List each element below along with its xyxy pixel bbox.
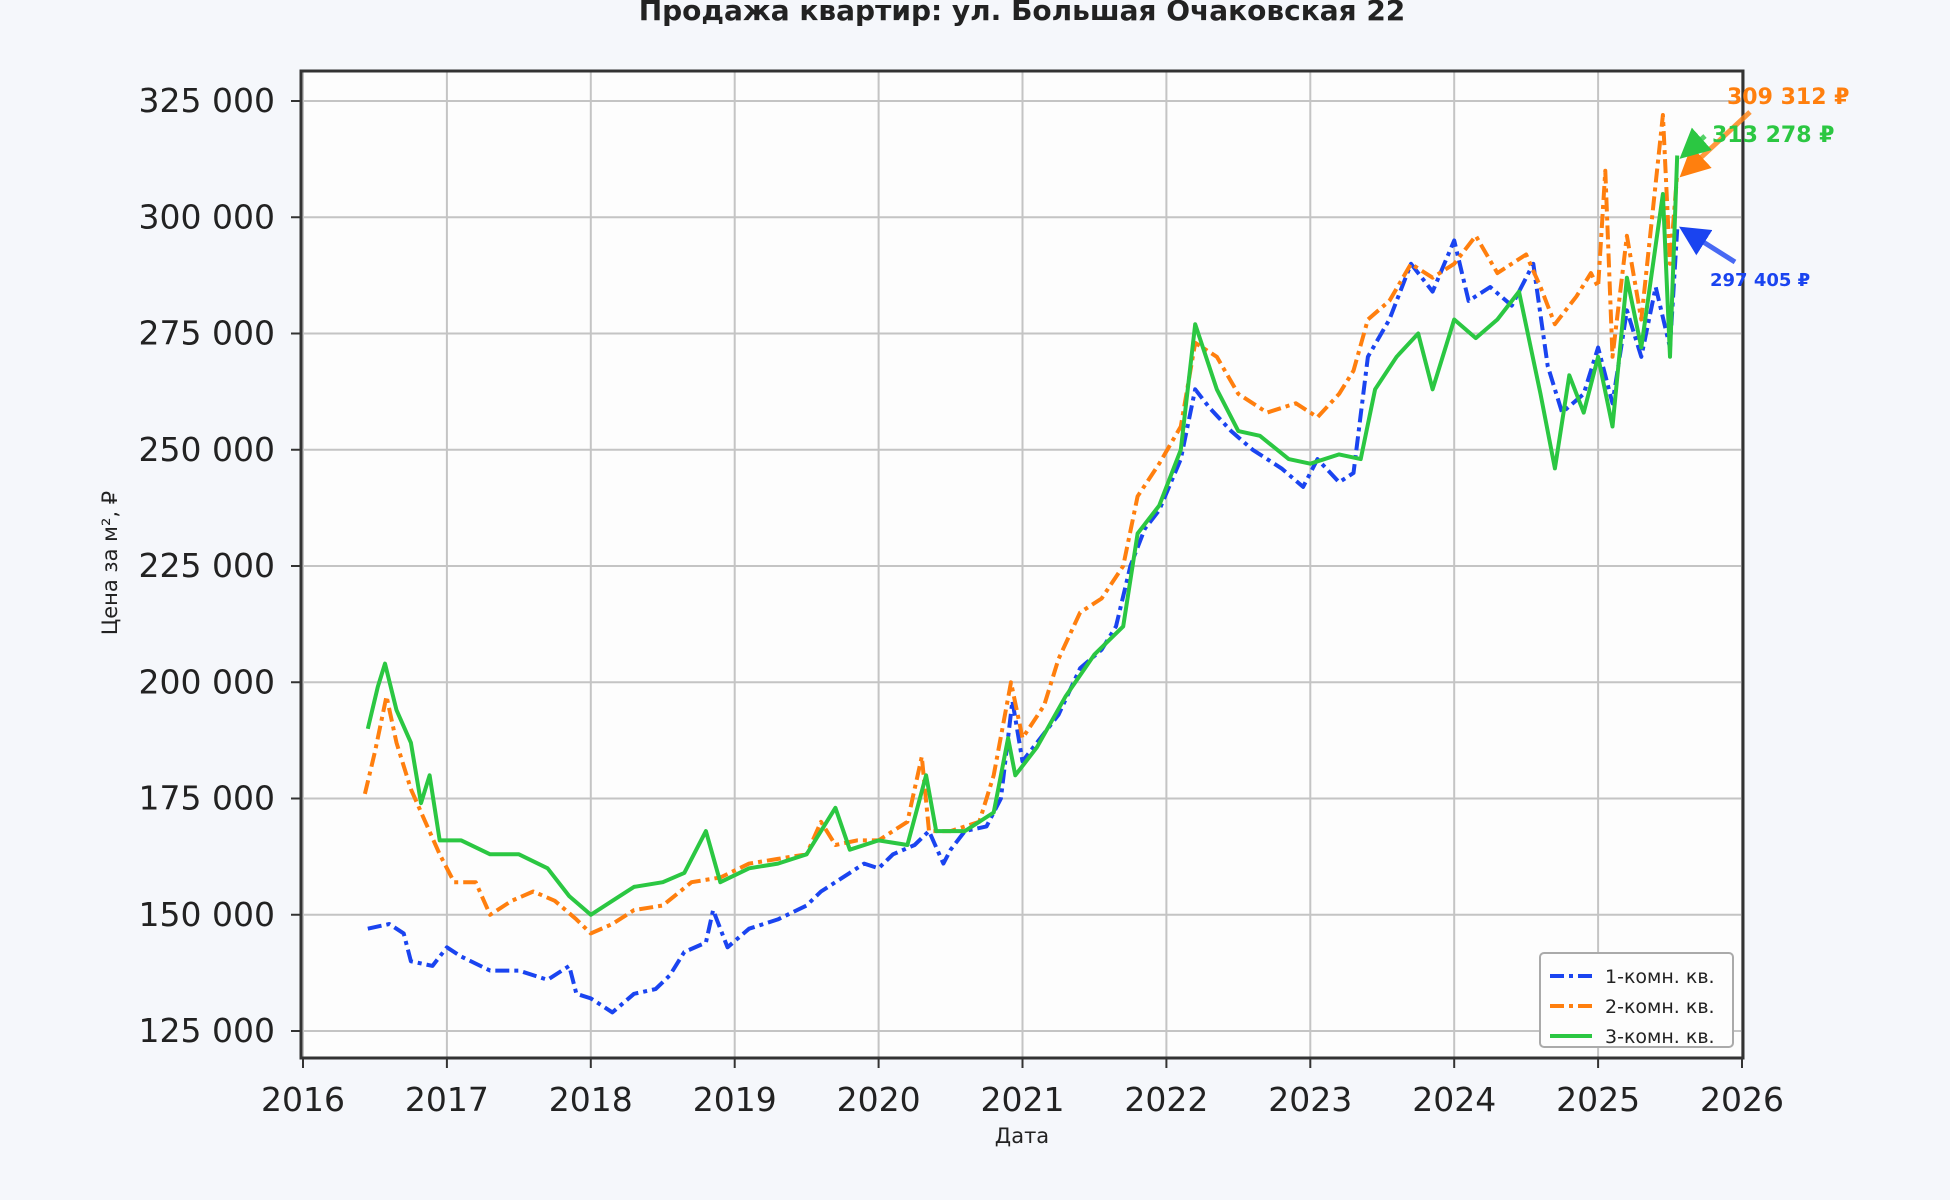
x-tick-label: 2026 (1700, 1080, 1784, 1119)
x-axis-label: Дата (995, 1124, 1049, 1148)
annotation-arrow (1679, 226, 1737, 265)
series-line-3room (365, 155, 1680, 917)
chart-title: Продажа квартир: ул. Большая Очаковская … (639, 0, 1406, 27)
y-tick-label: 125 000 (139, 1011, 275, 1050)
series-lines (362, 113, 1680, 1015)
legend-label: 2-комн. кв. (1605, 996, 1715, 1018)
y-tick-label: 200 000 (139, 662, 275, 701)
legend-label: 1-комн. кв. (1605, 966, 1715, 988)
x-tick-label: 2019 (693, 1080, 777, 1119)
x-tick-label: 2020 (837, 1080, 921, 1119)
x-tick-label: 2022 (1124, 1080, 1208, 1119)
plot-frame (299, 69, 1745, 1060)
y-tick-label: 300 000 (139, 197, 275, 236)
x-tick-label: 2018 (549, 1080, 633, 1119)
annotation-label: 297 405 ₽ (1710, 270, 1810, 291)
y-tick-label: 225 000 (139, 546, 275, 585)
x-tick-label: 2021 (981, 1080, 1065, 1119)
annotation-arrow (1679, 127, 1712, 159)
y-tick-label: 175 000 (139, 779, 275, 818)
series-line-1room (367, 229, 1680, 1015)
x-tick-label: 2016 (261, 1080, 345, 1119)
ticks: 2016 2017 2018 2019 2020 2021 2022 2023 2024 2025… (139, 81, 1784, 1119)
y-axis-label: Цена за м², ₽ (98, 491, 122, 635)
legend: 1-комн. кв. 2-комн. кв. 3-комн. кв. (1539, 952, 1734, 1048)
x-tick-label: 2024 (1412, 1080, 1496, 1119)
y-tick-label: 325 000 (139, 81, 275, 120)
legend-label: 3-комн. кв. (1605, 1026, 1715, 1048)
x-tick-label: 2017 (405, 1080, 489, 1119)
y-tick-label: 275 000 (139, 314, 275, 353)
x-tick-label: 2023 (1268, 1080, 1352, 1119)
annotation-label: 309 312 ₽ (1727, 85, 1849, 110)
annotations: 309 312 ₽ 313 278 ₽ 297 405 ₽ (1679, 85, 1849, 291)
x-tick-label: 2025 (1556, 1080, 1640, 1119)
y-tick-label: 250 000 (139, 430, 275, 469)
annotation-label: 313 278 ₽ (1712, 123, 1834, 148)
y-tick-label: 150 000 (139, 895, 275, 934)
series-line-2room (362, 113, 1680, 936)
annotation-arrow (1679, 110, 1752, 178)
